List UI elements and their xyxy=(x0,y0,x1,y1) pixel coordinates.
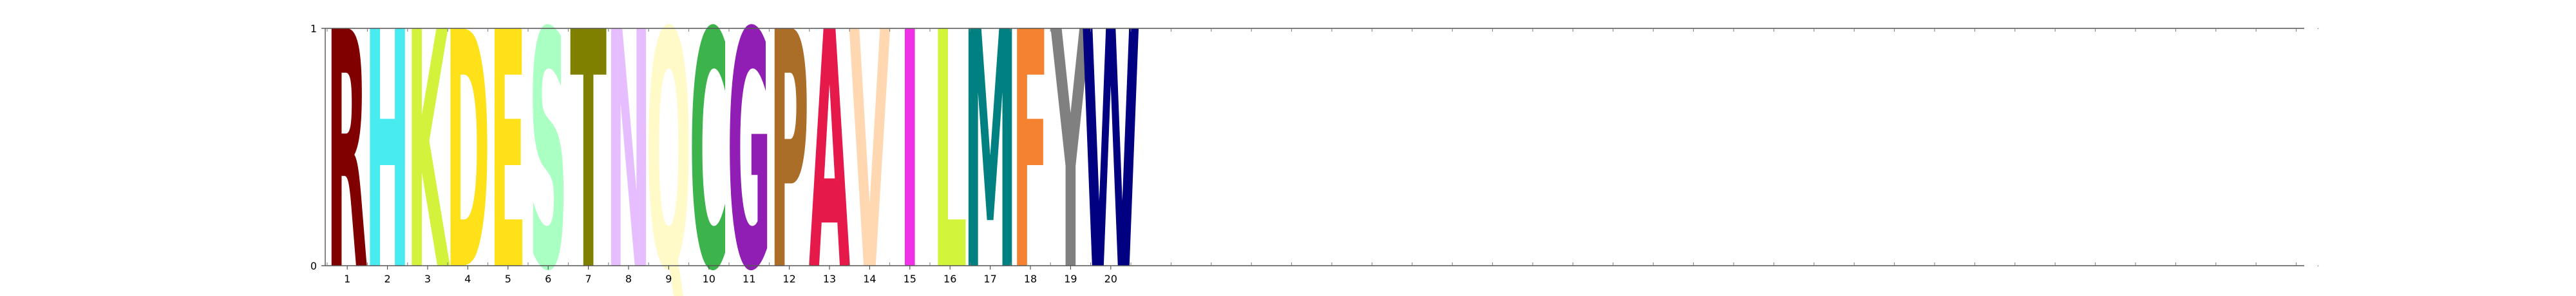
x-tick-label-18: 18 xyxy=(1024,273,1037,285)
x-tick-label-15: 15 xyxy=(904,273,916,285)
logo-letter-h-pos-2: H xyxy=(365,0,410,296)
x-tick-label-4: 4 xyxy=(464,273,471,285)
logo-letter-i-pos-15: I xyxy=(900,0,920,296)
x-tick-label-1: 1 xyxy=(344,273,350,285)
logo-letter-d-pos-4: D xyxy=(446,0,490,296)
logo-letter-t-pos-7: T xyxy=(570,0,607,296)
x-tick-label-9: 9 xyxy=(665,273,672,285)
logo-letter-e-pos-5: E xyxy=(489,0,526,296)
x-tick-labels: 1 2 3 4 5 6 7 8 9 10 11 12 13 14 15 16 17 18 19 20 xyxy=(344,273,1117,285)
logo-letter-r-pos-1: R xyxy=(327,0,368,296)
axes: 1 0 · · xyxy=(310,23,2319,272)
logo-letter-v-pos-14: V xyxy=(849,0,891,296)
x-ticks xyxy=(327,28,2297,270)
logo-letter-q-pos-9: Q xyxy=(646,0,692,296)
logo-letter-k-pos-3: K xyxy=(407,0,451,296)
logo-letter-p-pos-12: P xyxy=(770,0,809,296)
logo-letter-g-pos-11: G xyxy=(727,0,771,296)
x-tick-label-2: 2 xyxy=(384,273,391,285)
logo-letter-w-pos-20: W xyxy=(1081,0,1141,296)
logo-letter-f-pos-18: F xyxy=(1012,0,1049,296)
logo-letter-c-pos-10: C xyxy=(689,0,728,296)
logo-letter-l-pos-16: L xyxy=(933,0,967,296)
x-tick-label-8: 8 xyxy=(625,273,632,285)
x-tick-label-3: 3 xyxy=(424,273,431,285)
x-tick-label-17: 17 xyxy=(983,273,996,285)
x-tick-label-16: 16 xyxy=(943,273,956,285)
x-tick-label-19: 19 xyxy=(1064,273,1077,285)
x-tick-label-14: 14 xyxy=(863,273,876,285)
x-tick-label-10: 10 xyxy=(703,273,715,285)
x-tick-label-11: 11 xyxy=(743,273,755,285)
x-tick-label-6: 6 xyxy=(545,273,551,285)
x-tick-label-5: 5 xyxy=(505,273,511,285)
x-tick-label-13: 13 xyxy=(823,273,836,285)
x-tick-label-20: 20 xyxy=(1104,273,1117,285)
x-tick-label-7: 7 xyxy=(585,273,592,285)
logo-letter-n-pos-8: N xyxy=(606,0,651,296)
logo-letter-a-pos-13: A xyxy=(809,0,851,296)
logo-letter-y-pos-19: Y xyxy=(1050,0,1090,296)
y-tick-label-1: 1 xyxy=(310,23,317,35)
y-tick-label-0: 0 xyxy=(310,260,317,272)
logo-letter-m-pos-17: M xyxy=(963,0,1017,296)
logo-letter-s-pos-6: S xyxy=(529,0,567,296)
x-tick-label-12: 12 xyxy=(782,273,795,285)
right-marker-top: · xyxy=(2317,26,2319,33)
right-marker-bottom: · xyxy=(2317,263,2319,270)
